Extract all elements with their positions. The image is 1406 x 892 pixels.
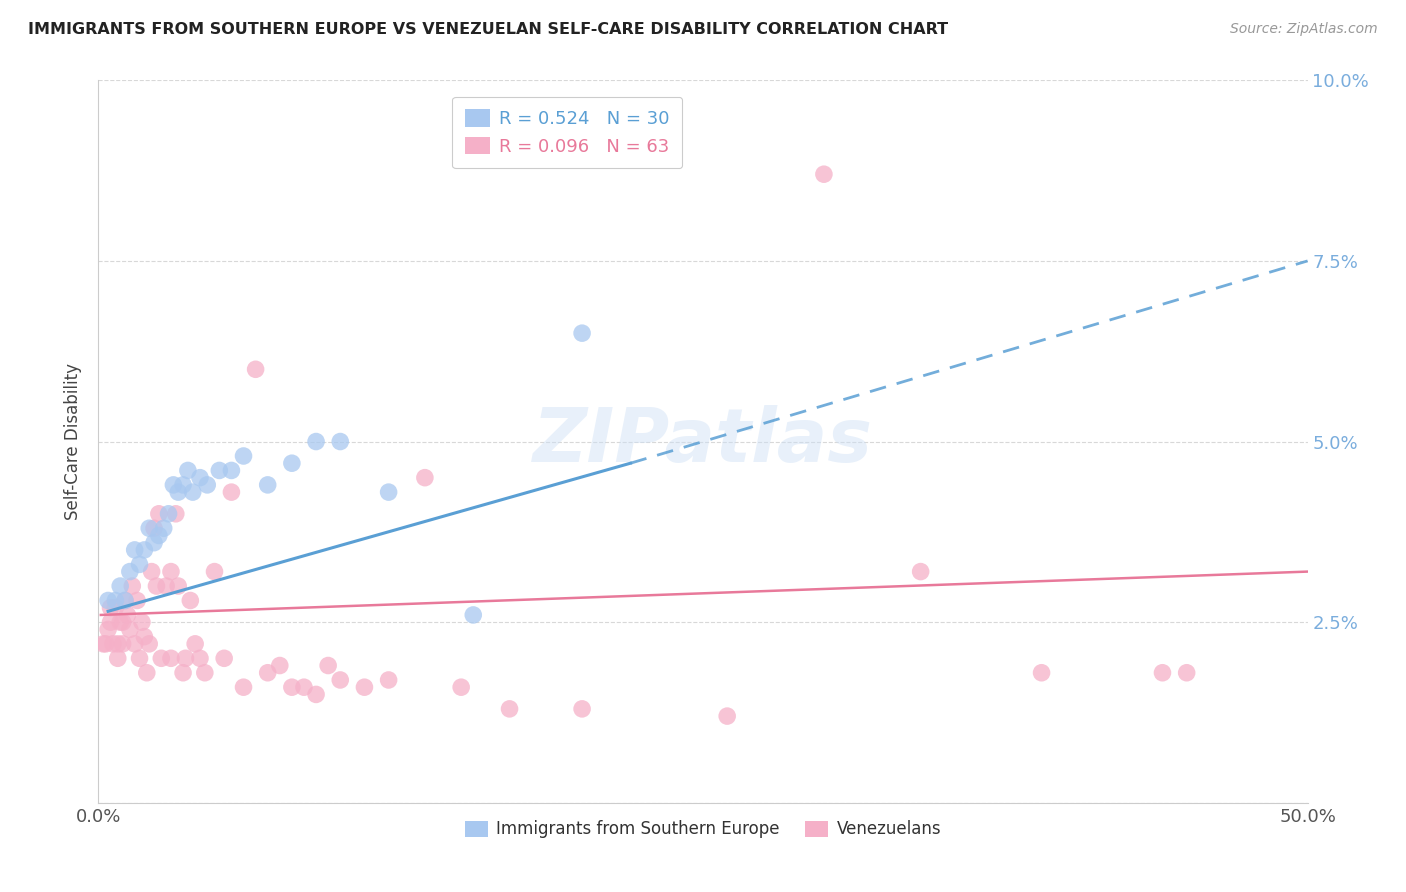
Point bbox=[413, 471, 436, 485]
Point bbox=[150, 651, 173, 665]
Point bbox=[111, 637, 134, 651]
Point bbox=[134, 630, 156, 644]
Point bbox=[174, 651, 197, 665]
Point bbox=[269, 658, 291, 673]
Point bbox=[131, 615, 153, 630]
Point bbox=[571, 326, 593, 340]
Point bbox=[138, 637, 160, 651]
Point bbox=[104, 600, 127, 615]
Point bbox=[124, 637, 146, 651]
Point bbox=[172, 665, 194, 680]
Point bbox=[148, 507, 170, 521]
Point bbox=[121, 579, 143, 593]
Text: ZIPatlas: ZIPatlas bbox=[533, 405, 873, 478]
Point bbox=[107, 651, 129, 665]
Point bbox=[114, 593, 136, 607]
Point bbox=[1031, 665, 1053, 680]
Point bbox=[212, 651, 235, 665]
Point bbox=[208, 463, 231, 477]
Point bbox=[377, 673, 399, 687]
Point bbox=[141, 565, 163, 579]
Point bbox=[104, 593, 127, 607]
Point bbox=[118, 623, 141, 637]
Point bbox=[353, 680, 375, 694]
Point bbox=[128, 651, 150, 665]
Point bbox=[148, 528, 170, 542]
Point bbox=[100, 615, 122, 630]
Point bbox=[188, 651, 211, 665]
Point bbox=[195, 478, 218, 492]
Point bbox=[813, 167, 835, 181]
Point bbox=[256, 665, 278, 680]
Point bbox=[108, 579, 131, 593]
Point bbox=[155, 579, 177, 593]
Text: IMMIGRANTS FROM SOUTHERN EUROPE VS VENEZUELAN SELF-CARE DISABILITY CORRELATION C: IMMIGRANTS FROM SOUTHERN EUROPE VS VENEZ… bbox=[28, 22, 948, 37]
Point bbox=[134, 542, 156, 557]
Point bbox=[97, 623, 120, 637]
Legend: Immigrants from Southern Europe, Venezuelans: Immigrants from Southern Europe, Venezue… bbox=[458, 814, 948, 845]
Point bbox=[101, 637, 124, 651]
Point bbox=[124, 542, 146, 557]
Point bbox=[281, 680, 304, 694]
Point bbox=[157, 507, 180, 521]
Point bbox=[1175, 665, 1198, 680]
Point bbox=[910, 565, 932, 579]
Point bbox=[450, 680, 472, 694]
Point bbox=[498, 702, 520, 716]
Point bbox=[181, 485, 204, 500]
Point bbox=[256, 478, 278, 492]
Point bbox=[165, 507, 187, 521]
Point bbox=[152, 521, 174, 535]
Point bbox=[167, 579, 190, 593]
Point bbox=[329, 434, 352, 449]
Point bbox=[329, 673, 352, 687]
Point bbox=[138, 521, 160, 535]
Point bbox=[160, 651, 183, 665]
Point bbox=[94, 637, 117, 651]
Point bbox=[127, 593, 149, 607]
Point bbox=[114, 593, 136, 607]
Point bbox=[221, 463, 243, 477]
Point bbox=[167, 485, 190, 500]
Point bbox=[111, 615, 134, 630]
Point bbox=[160, 565, 183, 579]
Point bbox=[97, 593, 120, 607]
Text: Source: ZipAtlas.com: Source: ZipAtlas.com bbox=[1230, 22, 1378, 37]
Point bbox=[463, 607, 485, 622]
Point bbox=[179, 593, 201, 607]
Point bbox=[316, 658, 339, 673]
Point bbox=[571, 702, 593, 716]
Point bbox=[128, 558, 150, 572]
Point bbox=[117, 607, 139, 622]
Point bbox=[107, 637, 129, 651]
Point bbox=[188, 471, 211, 485]
Point bbox=[184, 637, 207, 651]
Point bbox=[1152, 665, 1174, 680]
Point bbox=[172, 478, 194, 492]
Point bbox=[204, 565, 226, 579]
Point bbox=[377, 485, 399, 500]
Point bbox=[194, 665, 217, 680]
Y-axis label: Self-Care Disability: Self-Care Disability bbox=[65, 363, 83, 520]
Point bbox=[716, 709, 738, 723]
Point bbox=[135, 665, 157, 680]
Point bbox=[305, 434, 328, 449]
Point bbox=[145, 579, 167, 593]
Point bbox=[162, 478, 184, 492]
Point bbox=[143, 535, 166, 549]
Point bbox=[292, 680, 315, 694]
Point bbox=[91, 637, 114, 651]
Point bbox=[221, 485, 243, 500]
Point bbox=[232, 449, 254, 463]
Point bbox=[245, 362, 267, 376]
Point bbox=[177, 463, 200, 477]
Point bbox=[118, 565, 141, 579]
Point bbox=[108, 615, 131, 630]
Point bbox=[281, 456, 304, 470]
Point bbox=[232, 680, 254, 694]
Point bbox=[100, 600, 122, 615]
Point bbox=[143, 521, 166, 535]
Point bbox=[305, 687, 328, 701]
